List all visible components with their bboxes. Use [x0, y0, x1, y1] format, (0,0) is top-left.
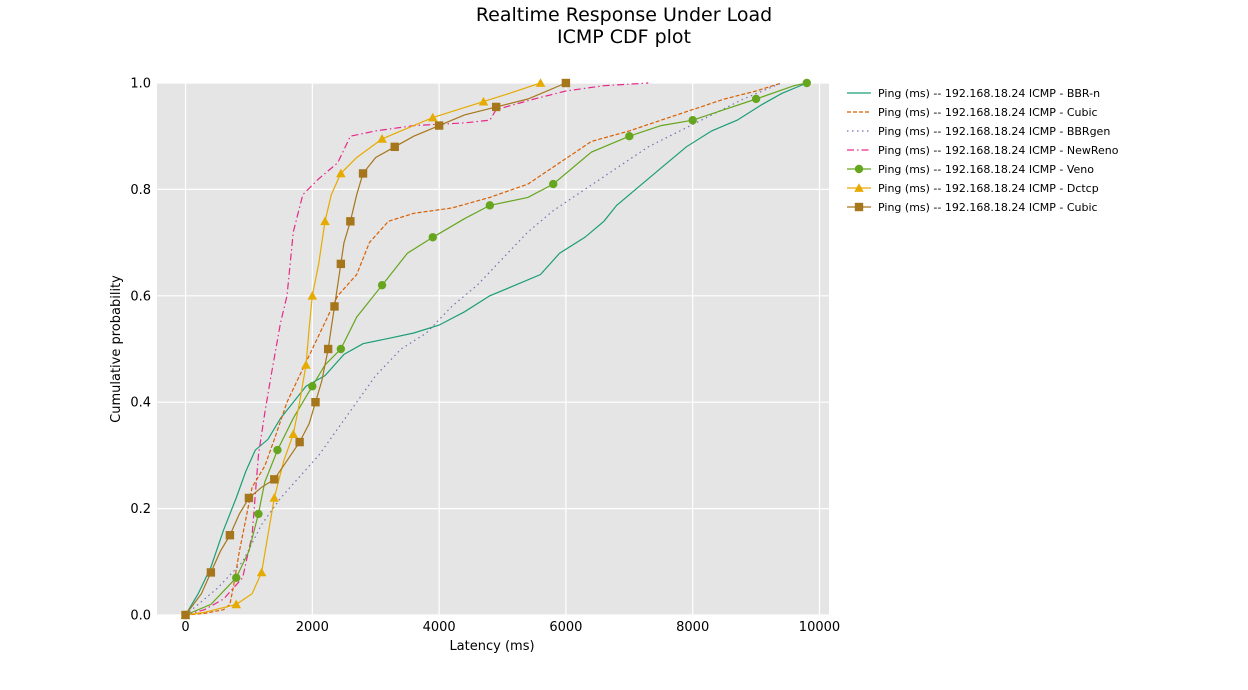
x-tick-label: 2000	[296, 620, 329, 635]
series-line	[185, 82, 782, 616]
series-line	[185, 82, 567, 616]
data-point	[751, 94, 761, 104]
data-point	[625, 132, 634, 141]
data-point	[688, 116, 697, 125]
legend-label: Ping (ms) -- 192.168.18.24 ICMP - NewRen…	[878, 144, 1119, 157]
data-point	[478, 96, 489, 106]
data-point	[181, 610, 190, 620]
legend-label: Ping (ms) -- 192.168.18.24 ICMP - BBRgen	[878, 125, 1110, 138]
tick-labels: 0 2000 4000 6000 8000 10000 0.0 0.2 0.4 0.6 0.8 1.0	[130, 77, 840, 636]
data-point	[377, 280, 387, 290]
legend-label: Ping (ms) -- 192.168.18.24 ICMP - Cubic	[878, 201, 1098, 214]
data-point	[311, 398, 320, 407]
y-axis-label: Cumulative probability	[109, 275, 124, 423]
data-point	[485, 201, 495, 210]
legend-label: Ping (ms) -- 192.168.18.24 ICMP - Dctcp	[878, 182, 1099, 195]
legend-entry: Ping (ms) -- 192.168.18.24 ICMP - Dctcp	[847, 182, 1099, 195]
data-point	[206, 568, 216, 577]
y-tick-label: 0.0	[130, 609, 151, 624]
series-3	[185, 82, 649, 616]
data-point	[377, 134, 387, 143]
chart-subtitle: ICMP CDF plot	[557, 26, 691, 48]
legend-label: Ping (ms) -- 192.168.18.24 ICMP - Veno	[878, 163, 1094, 176]
data-point	[535, 78, 546, 87]
data-point	[802, 78, 812, 88]
legend-entry: Ping (ms) -- 192.168.18.24 ICMP - Veno	[847, 163, 1094, 176]
data-point	[561, 78, 571, 88]
legend-entry: Ping (ms) -- 192.168.18.24 ICMP - BBRgen	[847, 125, 1110, 138]
y-tick-label: 0.8	[130, 183, 151, 198]
x-tick-label: 0	[181, 620, 189, 635]
legend-entry: Ping (ms) -- 192.168.18.24 ICMP - Cubic	[847, 106, 1098, 119]
data-point	[428, 233, 437, 242]
series-layer	[180, 78, 812, 620]
x-tick-label: 10000	[799, 620, 840, 635]
y-tick-label: 1.0	[130, 77, 151, 92]
data-point	[336, 344, 346, 354]
x-tick-label: 4000	[423, 620, 456, 635]
data-point	[270, 475, 279, 484]
legend-entry: Ping (ms) -- 192.168.18.24 ICMP - NewRen…	[847, 144, 1119, 157]
data-point	[336, 259, 346, 269]
legend-marker	[854, 164, 864, 174]
series-line	[184, 82, 808, 616]
chart-title: Realtime Response Under Load	[476, 4, 772, 26]
data-point	[307, 291, 318, 300]
data-point	[232, 573, 241, 582]
series-line	[185, 82, 649, 616]
grid	[157, 82, 829, 616]
y-tick-label: 0.2	[130, 502, 151, 517]
data-point	[549, 179, 558, 189]
data-point	[320, 216, 330, 226]
data-point	[295, 437, 304, 447]
data-point	[308, 382, 317, 391]
series-2	[185, 82, 782, 616]
data-point	[358, 169, 368, 178]
x-axis-label: Latency (ms)	[449, 639, 534, 654]
data-point	[336, 168, 346, 178]
x-tick-label: 6000	[549, 620, 582, 635]
legend: Ping (ms) -- 192.168.18.24 ICMP - BBR-n P…	[847, 87, 1119, 214]
legend-marker	[854, 202, 864, 212]
data-point	[225, 531, 235, 540]
series-line	[185, 82, 807, 616]
x-tick-label: 8000	[676, 620, 709, 635]
series-1	[185, 82, 782, 616]
data-point	[330, 302, 339, 311]
data-point	[390, 142, 399, 152]
data-point	[254, 509, 263, 519]
legend-entry: Ping (ms) -- 192.168.18.24 ICMP - BBR-n	[847, 87, 1100, 100]
data-point	[491, 102, 501, 112]
data-point	[323, 344, 333, 354]
series-4	[181, 78, 812, 620]
data-point	[244, 493, 254, 503]
data-point	[434, 121, 444, 130]
data-point	[269, 493, 280, 502]
data-point	[256, 567, 267, 577]
legend-marker	[854, 183, 864, 192]
legend-label: Ping (ms) -- 192.168.18.24 ICMP - Cubic	[878, 106, 1098, 119]
series-6	[181, 78, 571, 620]
data-point	[427, 112, 438, 122]
y-tick-label: 0.4	[130, 396, 151, 411]
data-point	[346, 217, 355, 226]
data-point	[273, 445, 282, 455]
data-point	[288, 429, 299, 438]
legend-label: Ping (ms) -- 192.168.18.24 ICMP - BBR-n	[878, 87, 1100, 100]
legend-entry: Ping (ms) -- 192.168.18.24 ICMP - Cubic	[847, 201, 1098, 214]
series-0	[184, 82, 808, 616]
y-tick-label: 0.6	[130, 289, 151, 304]
data-point	[301, 360, 311, 369]
plot-area	[157, 83, 829, 615]
series-line	[185, 82, 782, 616]
data-point	[231, 599, 242, 609]
